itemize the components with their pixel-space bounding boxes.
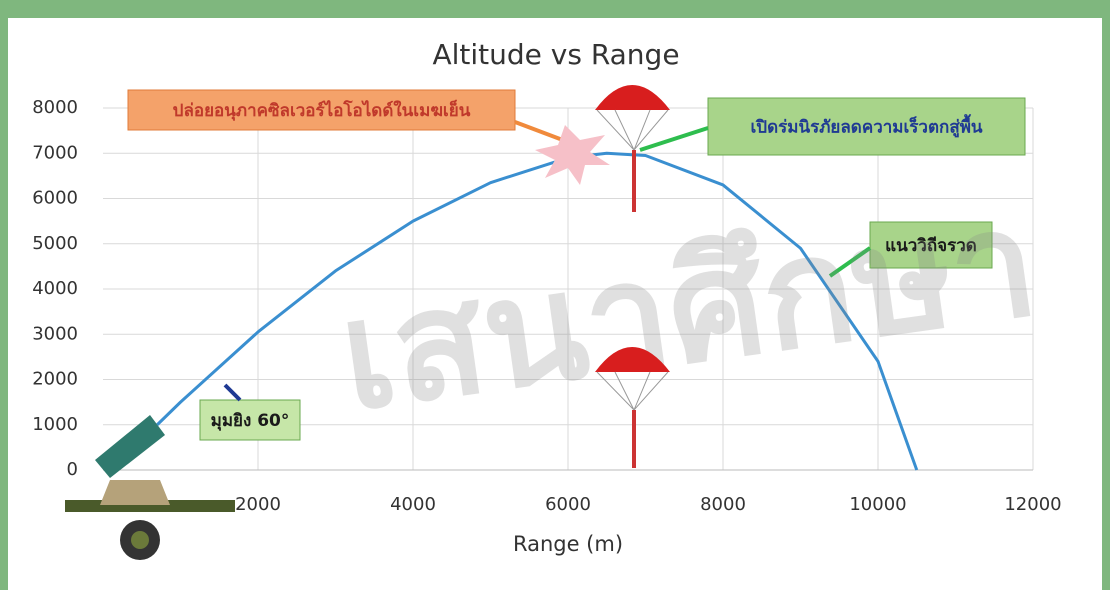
x-tick-label: 6000 [545, 494, 591, 515]
y-tick-label: 7000 [32, 142, 78, 163]
x-tick-label: 8000 [700, 494, 746, 515]
launcher-hub [131, 531, 149, 549]
y-tick-label: 0 [67, 459, 78, 480]
chart-title: Altitude vs Range [432, 38, 679, 71]
y-tick-label: 6000 [32, 188, 78, 209]
rocket-body [632, 410, 636, 468]
rocket-body [632, 150, 636, 212]
y-tick-label: 2000 [32, 369, 78, 390]
y-tick-label: 8000 [32, 97, 78, 118]
annotation-angle: มุมยิง 60° [211, 411, 290, 431]
y-tick-label: 4000 [32, 278, 78, 299]
y-tick-label: 5000 [32, 233, 78, 254]
x-tick-label: 10000 [849, 494, 906, 515]
x-tick-label: 4000 [390, 494, 436, 515]
chart: Altitude vs Range Range (m) 0 1000 2000 300… [0, 0, 1110, 590]
x-tick-label: 2000 [235, 494, 281, 515]
launcher-mount [100, 480, 170, 505]
annotation-parachute: เปิดร่มนิรภัยลดความเร็วตกสู่พื้น [750, 114, 982, 139]
annotation-release: ปล่อยอนุภาคซิลเวอร์ไอโอไดด์ในเมฆเย็น [173, 98, 471, 121]
y-tick-label: 1000 [32, 414, 78, 435]
y-tick-label: 3000 [32, 323, 78, 344]
x-tick-label: 12000 [1004, 494, 1061, 515]
x-axis-label: Range (m) [513, 532, 623, 556]
